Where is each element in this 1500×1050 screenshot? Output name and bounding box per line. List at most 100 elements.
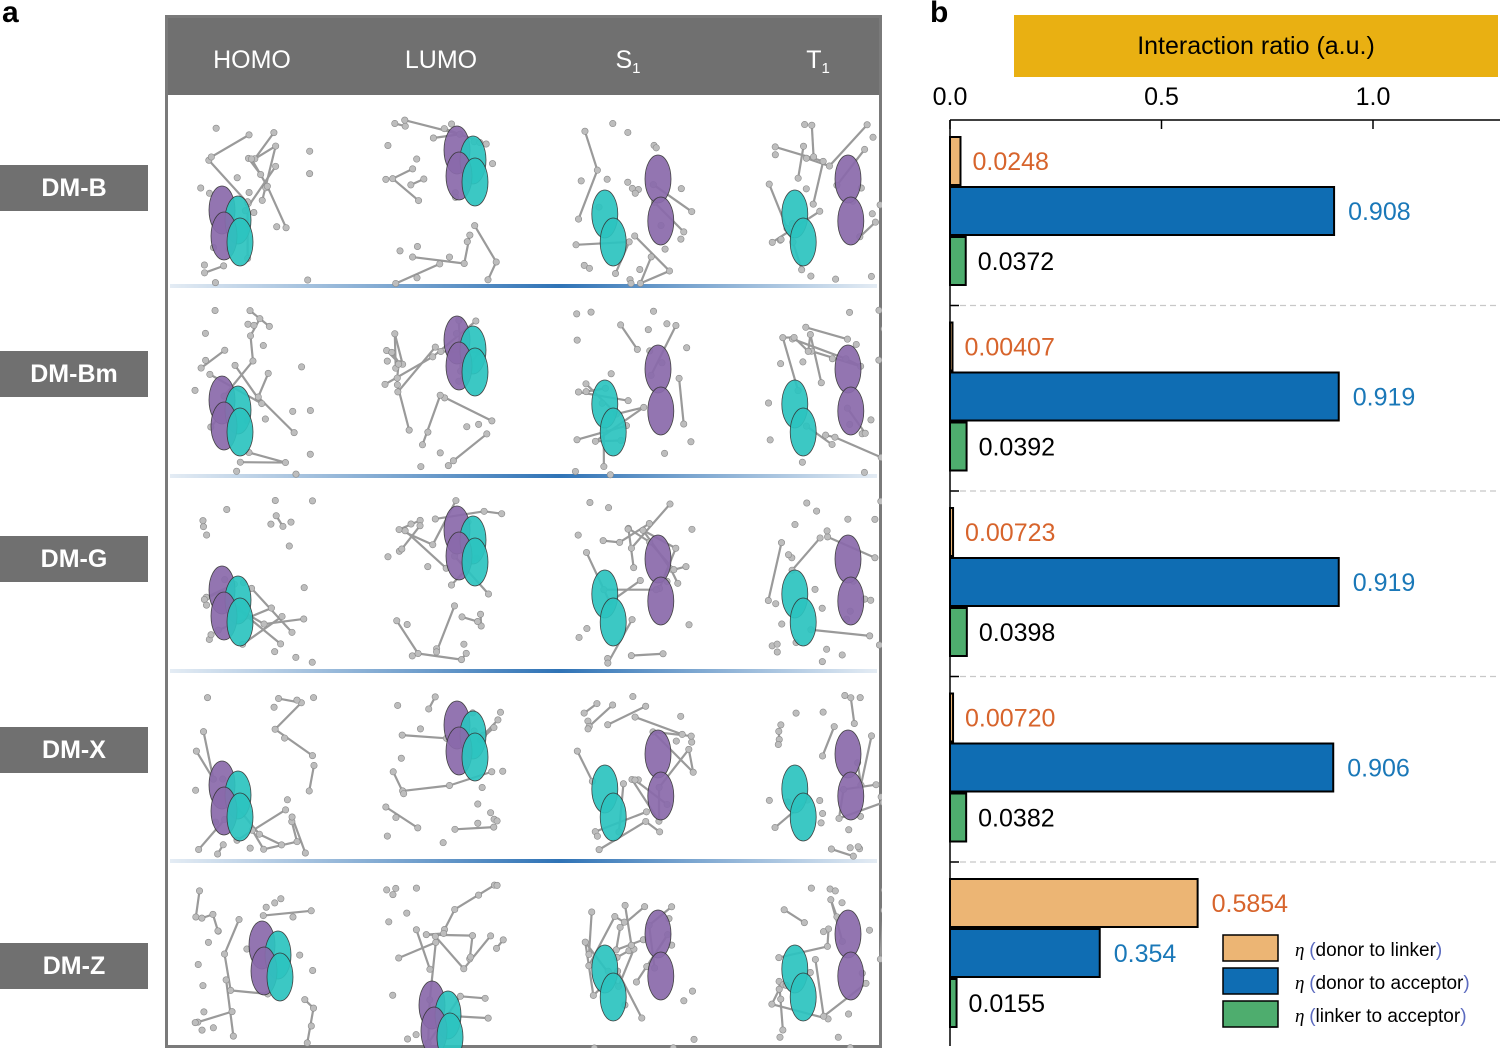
atom [306,170,314,178]
atom [192,786,200,794]
orbital-lobe [226,217,254,267]
row-separator [170,474,877,478]
orbital-lobe [837,951,865,1001]
atom [629,693,637,701]
orbital-grid: HOMO LUMO S1 T1 [165,15,882,1048]
atom [212,124,220,132]
orbital-lobe [837,386,865,436]
atom [478,783,486,791]
bond [859,221,877,238]
orbital-lobe [461,347,489,397]
atom [582,380,590,388]
atom [206,370,214,378]
bond [576,750,594,782]
molecule-orbital-image [382,693,507,847]
bond [200,349,226,369]
atom [289,407,297,415]
atom [310,761,318,769]
atom [609,120,617,128]
atom [621,901,629,909]
atom [828,355,836,363]
atom [863,121,871,129]
atom [293,696,301,704]
atom [689,768,697,776]
bond [266,185,288,229]
atom [818,658,826,666]
orbital-lobe [789,217,817,267]
atom [415,197,423,205]
atom [811,955,819,963]
bond [452,433,488,462]
atom [823,645,831,653]
atom [475,891,483,899]
data-label: 0.0155 [969,990,1045,1018]
atom [642,702,650,710]
atom [652,144,660,152]
atom [574,531,582,539]
bond [627,527,651,543]
bond [417,652,462,661]
bond [308,765,316,792]
atom [494,716,502,724]
orbital-lobe [226,597,254,647]
atom [624,128,632,136]
atom [571,467,579,475]
atom [765,399,773,407]
atom [791,521,799,529]
atom [403,620,411,628]
atom [192,747,200,755]
atom [672,322,680,330]
atom [246,844,254,852]
atom [460,259,468,267]
atom [301,849,309,857]
orbital-images [191,116,882,1048]
bond [473,225,498,263]
atom [403,909,411,917]
orbital-lobe [647,771,675,821]
atom [636,279,644,287]
bond [598,820,647,851]
atom [616,538,624,546]
molecule-orbital-image [192,694,318,858]
atom [774,741,782,749]
bond [398,941,437,959]
atom [447,581,455,589]
atom [585,264,593,272]
atom [810,153,818,161]
atom [813,507,821,515]
bond [248,451,286,464]
atom [867,596,875,604]
atom [665,267,673,275]
atom [245,131,253,139]
data-label: 0.00723 [965,519,1055,547]
atom [219,841,227,849]
atom [816,797,824,805]
molecule-orbital-image [574,499,696,667]
bar-donor-to-linker [949,878,1199,928]
atom [672,737,680,745]
atom [301,996,309,1004]
bond [767,542,783,601]
bond [687,749,695,773]
atom [414,824,422,832]
bar-donor-to-linker [949,507,955,557]
atom [817,379,825,387]
atom [861,429,869,437]
bond [806,157,830,168]
atom [246,307,254,315]
atom [229,1032,237,1040]
atom [880,907,882,914]
atom [194,961,202,969]
atom [474,819,482,827]
atom [798,458,806,466]
atom [413,274,421,282]
atom [636,266,644,274]
atom [220,262,228,270]
atom [828,440,836,448]
atom [688,525,696,533]
atom [868,210,876,218]
atom [310,694,318,702]
legend-swatch [1222,934,1279,962]
atom [309,966,317,974]
atom [467,953,475,961]
